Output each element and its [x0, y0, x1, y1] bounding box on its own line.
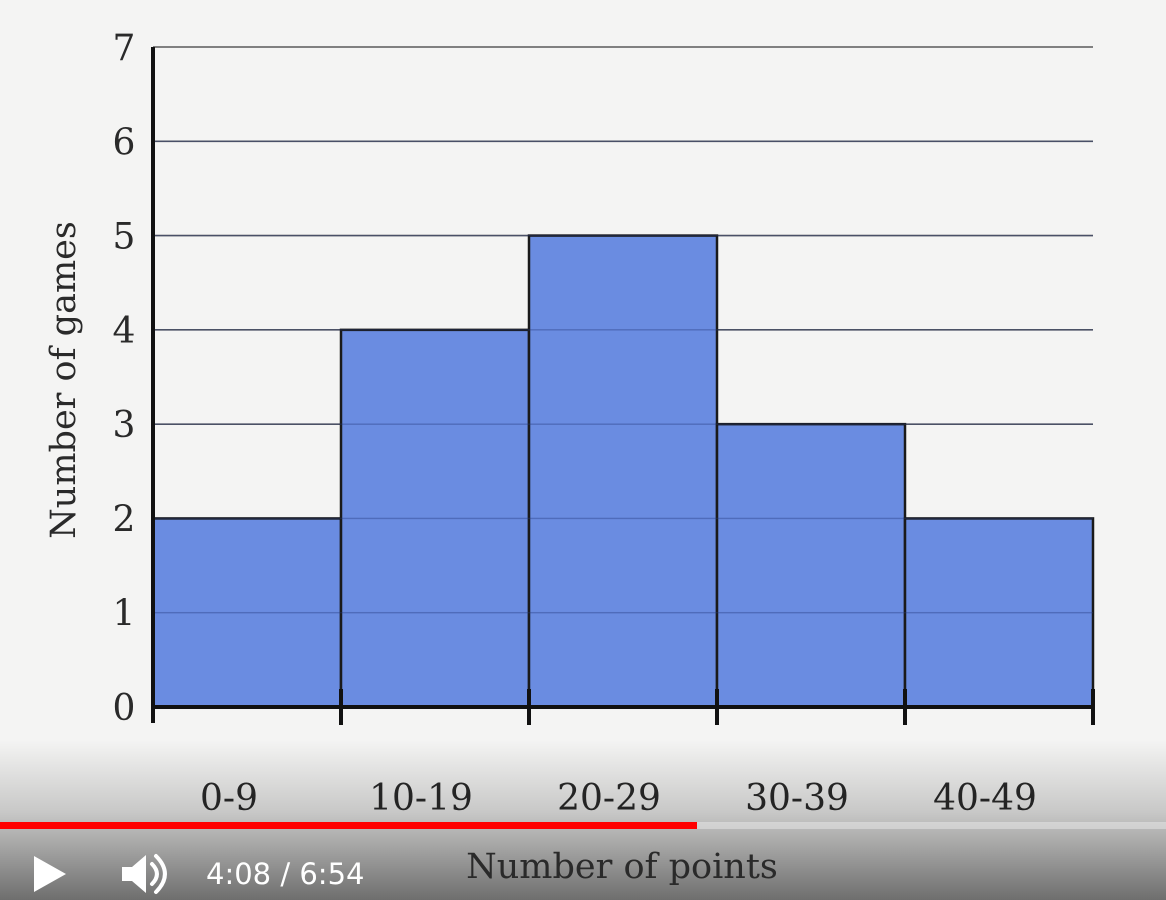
x-category-label: 20-29: [557, 778, 661, 819]
bar: [903, 517, 1095, 709]
current-time: 4:08: [206, 857, 272, 891]
x-category-labels: 0-9 10-19 20-29 30-39 40-49: [200, 778, 1037, 819]
y-tick-labels: 0 1 2 3 4 5 6 7: [113, 28, 136, 729]
time-separator: /: [271, 857, 300, 891]
volume-button[interactable]: [118, 850, 174, 898]
y-tick-label: 7: [113, 28, 136, 69]
y-axis-label: Number of games: [44, 221, 84, 539]
y-tick-label: 2: [113, 499, 136, 540]
y-tick-label: 3: [113, 405, 136, 446]
x-category-label: 40-49: [933, 778, 1037, 819]
y-tick-label: 6: [113, 122, 136, 163]
volume-icon: [122, 854, 167, 894]
player-controls: 4:08 / 6:54: [0, 836, 1166, 900]
play-icon: [34, 856, 66, 892]
x-category-label: 0-9: [200, 778, 258, 819]
y-tick-label: 1: [113, 594, 136, 635]
play-button[interactable]: [24, 850, 72, 898]
bars: [151, 140, 1095, 709]
bar: [527, 234, 719, 709]
bar: [339, 328, 531, 709]
x-category-label: 30-39: [745, 778, 849, 819]
y-tick-label: 0: [113, 688, 136, 729]
duration: 6:54: [299, 857, 365, 891]
bar: [715, 422, 907, 709]
y-tick-label: 5: [113, 217, 136, 258]
axes: [151, 47, 1095, 725]
y-tick-label: 4: [113, 311, 136, 352]
progress-bar-played: [0, 822, 698, 829]
time-display: 4:08 / 6:54: [206, 856, 364, 892]
progress-bar[interactable]: [0, 822, 1166, 829]
x-category-label: 10-19: [369, 778, 473, 819]
